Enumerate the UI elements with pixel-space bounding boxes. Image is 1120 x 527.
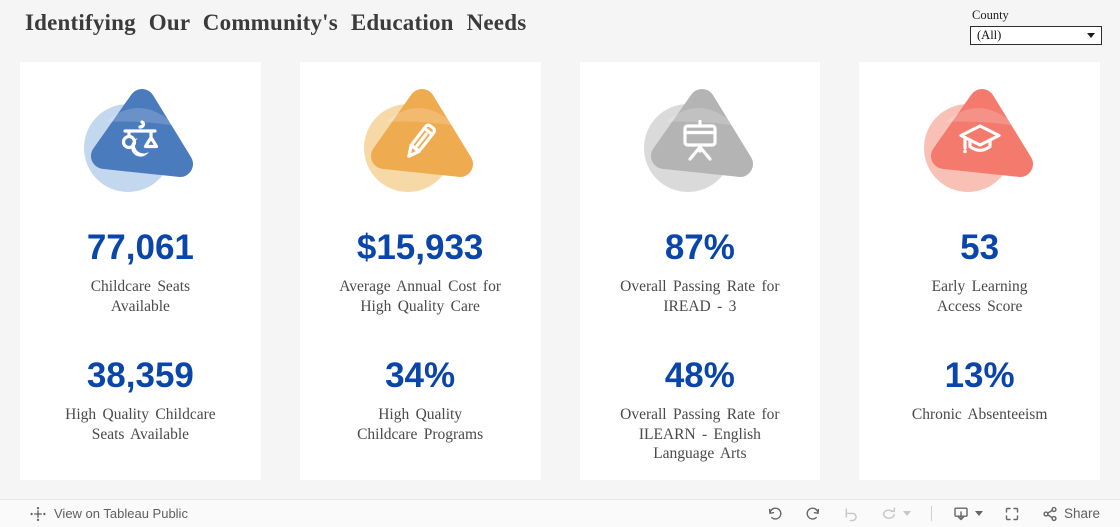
county-filter-dropdown[interactable]: (All) — [970, 26, 1102, 45]
stat-hq-childcare-seats-label: High Quality Childcare Seats Available — [65, 406, 216, 443]
presentation-screen-icon — [643, 89, 753, 192]
download-icon — [954, 507, 968, 520]
page-title: Identifying Our Community's Education Ne… — [25, 10, 527, 35]
card-childcare-seats: 77,061 Childcare Seats Available 38,359 … — [20, 62, 261, 480]
county-filter-label: County — [972, 8, 1009, 22]
revert-button[interactable] — [842, 505, 860, 523]
refresh-caret-icon — [902, 511, 911, 516]
county-filter: County (All) — [970, 8, 1102, 45]
stat-ilearn-label: Overall Passing Rate for ILEARN - Englis… — [620, 406, 780, 463]
view-on-tableau-public-link[interactable]: View on Tableau Public — [30, 506, 188, 522]
stat-iread-label: Overall Passing Rate for IREAD - 3 — [620, 278, 780, 315]
stat-hq-programs-label: High Quality Childcare Programs — [357, 406, 484, 443]
tableau-logo-icon — [30, 506, 46, 521]
stat-childcare-seats-value: 77,061 — [86, 228, 194, 267]
stat-absenteeism-value: 13% — [944, 356, 1015, 396]
pencil-icon — [364, 89, 474, 192]
stat-annual-cost-label: Average Annual Cost for High Quality Car… — [339, 278, 501, 315]
graduation-cap-icon — [923, 89, 1033, 192]
share-button-label: Share — [1063, 506, 1100, 521]
toolbar-actions: Share — [766, 505, 1100, 523]
attribution-text: View on Tableau Public — [54, 506, 188, 521]
share-button[interactable]: Share — [1041, 505, 1100, 523]
fullscreen-button[interactable] — [1003, 505, 1021, 523]
refresh-icon — [882, 507, 896, 519]
download-button[interactable] — [952, 505, 983, 523]
stat-access-score-label: Early Learning Access Score — [931, 278, 1028, 315]
dashboard-header: Identifying Our Community's Education Ne… — [0, 0, 1120, 62]
refresh-button[interactable] — [880, 505, 911, 523]
fullscreen-icon — [1005, 507, 1019, 520]
tableau-toolbar: View on Tableau Public — [0, 499, 1120, 527]
chevron-down-icon — [1087, 33, 1095, 38]
stat-childcare-seats-label: Childcare Seats Available — [90, 278, 191, 315]
redo-icon — [806, 506, 820, 520]
undo-button[interactable] — [766, 505, 784, 523]
card-access-absenteeism: 53 Early Learning Access Score 13% Chron… — [859, 62, 1100, 480]
stat-iread-value: 87% — [664, 228, 735, 267]
card-passing-rates: 87% Overall Passing Rate for IREAD - 3 4… — [579, 62, 821, 480]
stat-annual-cost-value: $15,933 — [356, 228, 484, 267]
undo-icon — [768, 506, 782, 520]
county-filter-value: (All) — [977, 28, 1002, 42]
toolbar-divider — [930, 506, 932, 521]
stat-ilearn-value: 48% — [664, 356, 735, 396]
kpi-cards-row: 77,061 Childcare Seats Available 38,359 … — [20, 62, 1100, 480]
stat-absenteeism-label: Chronic Absenteeism — [911, 406, 1048, 424]
download-caret-icon — [974, 511, 983, 516]
card-cost-of-care: $15,933 Average Annual Cost for High Qua… — [299, 62, 541, 480]
stat-access-score-value: 53 — [960, 228, 1000, 267]
redo-button[interactable] — [804, 505, 822, 523]
revert-icon — [845, 507, 857, 521]
baby-mobile-icon — [84, 89, 194, 192]
stat-hq-programs-value: 34% — [385, 356, 456, 396]
stat-hq-childcare-seats-value: 38,359 — [86, 356, 194, 396]
share-icon — [1043, 506, 1057, 521]
